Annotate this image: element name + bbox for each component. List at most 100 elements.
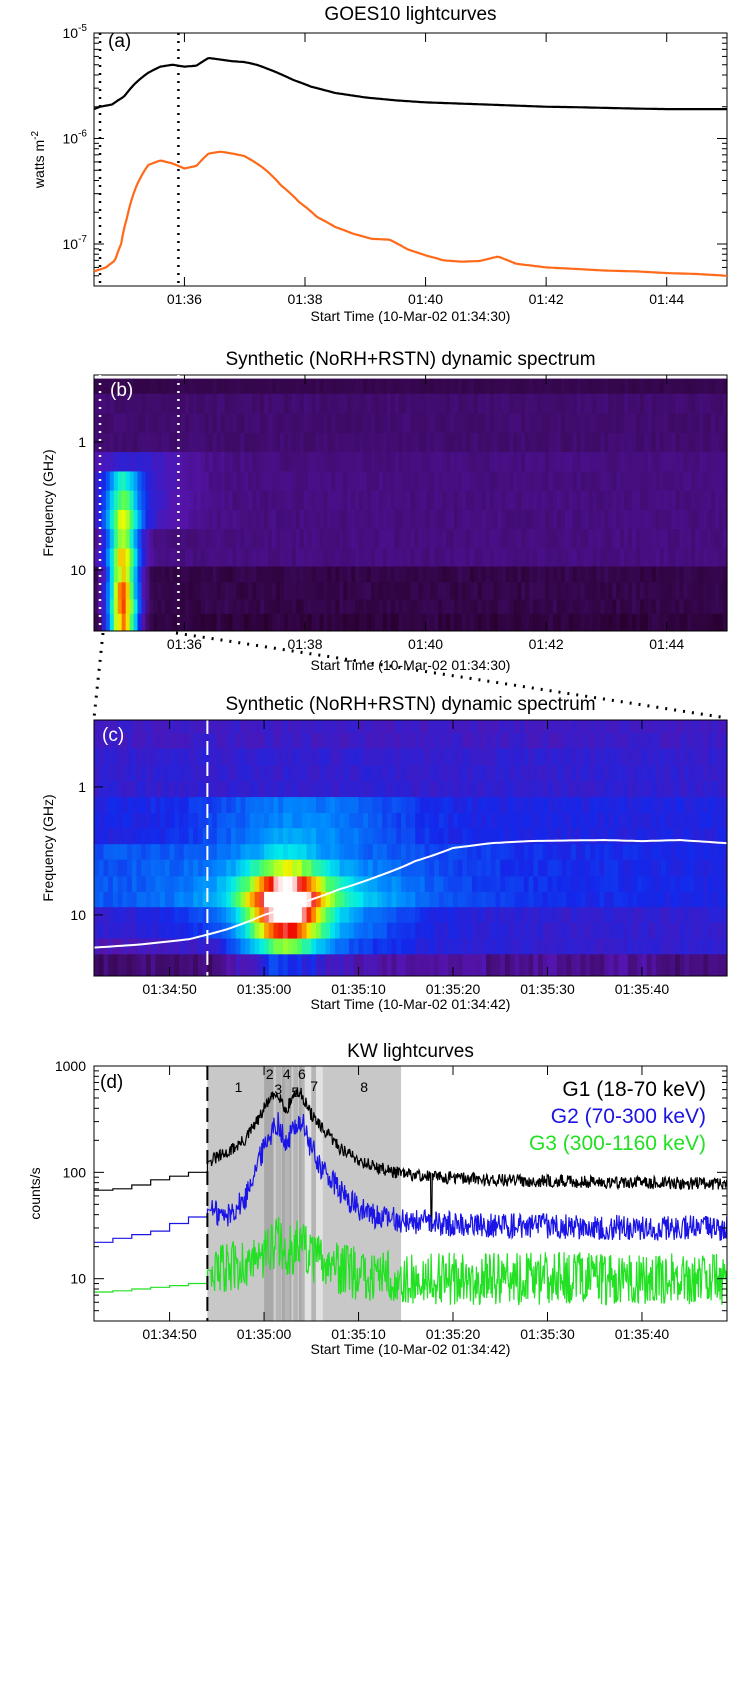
heatmap-cell xyxy=(599,922,605,940)
heatmap-cell xyxy=(164,922,171,940)
heatmap-cell xyxy=(533,781,539,798)
heatmap-cell xyxy=(438,471,443,492)
heatmap-cell xyxy=(382,529,388,549)
heatmap-cell xyxy=(448,797,454,814)
heatmap-cell xyxy=(202,813,208,829)
heatmap-cell xyxy=(689,844,695,861)
heatmap-cell xyxy=(675,378,681,395)
heatmap-cell xyxy=(220,432,226,453)
heatmap-cell xyxy=(129,529,135,549)
heatmap-cell xyxy=(355,393,360,415)
heatmap-cell xyxy=(448,922,454,940)
heatmap-cell xyxy=(410,797,416,814)
heatmap-cell xyxy=(556,378,562,395)
heatmap-cell xyxy=(306,748,312,766)
heatmap-cell xyxy=(675,393,681,415)
heatmap-cell xyxy=(477,613,483,632)
heatmap-cell xyxy=(624,582,629,600)
heatmap-cell xyxy=(232,378,238,395)
heatmap-cell xyxy=(188,828,194,845)
heatmap-cell xyxy=(533,828,539,845)
heatmap-cell xyxy=(311,393,317,415)
heatmap-cell xyxy=(443,781,449,798)
heatmap-cell xyxy=(235,720,242,734)
heatmap-cell xyxy=(249,720,256,734)
heatmap-cell xyxy=(311,471,317,492)
heatmap-cell xyxy=(282,844,289,861)
heatmap-cell xyxy=(659,413,665,434)
heatmap-cell xyxy=(469,582,475,600)
heatmap-cell xyxy=(221,954,227,977)
heatmap-cell xyxy=(221,720,227,734)
heatmap-cell xyxy=(489,490,495,511)
heatmap-cell xyxy=(240,876,246,893)
heatmap-cell xyxy=(136,781,142,798)
heatmap-cell xyxy=(695,413,700,434)
heatmap-cell xyxy=(585,938,591,955)
heatmap-cell xyxy=(184,393,190,415)
heatmap-cell xyxy=(476,828,482,845)
heatmap-cell xyxy=(572,582,578,600)
heatmap-cell xyxy=(641,954,648,977)
heatmap-cell xyxy=(430,413,435,434)
heatmap-cell xyxy=(131,748,138,766)
heatmap-cell xyxy=(245,748,251,766)
heatmap-cell xyxy=(301,891,308,908)
heatmap-cell xyxy=(331,582,336,600)
interval-label: 7 xyxy=(310,1078,318,1094)
heatmap-cell xyxy=(663,509,669,530)
heatmap-cell xyxy=(145,922,152,940)
heatmap-cell xyxy=(509,566,514,583)
x-tick-label: 01:38 xyxy=(287,636,322,652)
heatmap-cell xyxy=(141,938,147,955)
heatmap-cell xyxy=(580,566,586,583)
heatmap-cell xyxy=(161,378,166,395)
heatmap-cell xyxy=(643,413,649,434)
heatmap-cell xyxy=(613,844,619,861)
heatmap-cell xyxy=(244,509,249,530)
heatmap-cell xyxy=(521,452,526,472)
heatmap-cell xyxy=(283,599,289,615)
heatmap-cell xyxy=(632,566,637,583)
heatmap-cell xyxy=(398,548,404,567)
heatmap-cell xyxy=(715,432,720,453)
heatmap-cell xyxy=(386,471,392,492)
heatmap-cell xyxy=(663,599,669,615)
heatmap-cell xyxy=(279,548,285,567)
heatmap-cell xyxy=(542,922,549,940)
heatmap-cell xyxy=(671,432,677,453)
heatmap-cell xyxy=(637,876,643,893)
heatmap-cell xyxy=(169,733,175,749)
heatmap-cell xyxy=(576,599,582,615)
heatmap-cell xyxy=(378,548,384,567)
heatmap-cell xyxy=(613,797,619,814)
heatmap-cell xyxy=(683,548,689,567)
heatmap-cell xyxy=(212,393,218,415)
heatmap-cell xyxy=(552,613,558,632)
heatmap-cell xyxy=(320,813,327,829)
heatmap-cell xyxy=(177,613,182,632)
heatmap-cell xyxy=(632,582,637,600)
heatmap-cell xyxy=(457,907,464,924)
heatmap-cell xyxy=(665,748,671,766)
heatmap-cell xyxy=(125,582,131,600)
heatmap-cell xyxy=(94,720,100,734)
heatmap-cell xyxy=(287,599,293,615)
heatmap-cell xyxy=(590,748,596,766)
heatmap-cell xyxy=(235,876,242,893)
heatmap-cell xyxy=(434,922,440,940)
heatmap-cell xyxy=(220,529,226,549)
heatmap-cell xyxy=(538,720,544,734)
heatmap-cell xyxy=(698,781,704,798)
heatmap-cell xyxy=(438,393,443,415)
heatmap-cell xyxy=(712,954,719,977)
heatmap-cell xyxy=(471,733,478,749)
heatmap-cell xyxy=(101,432,107,453)
heatmap-cell xyxy=(493,529,499,549)
heatmap-cell xyxy=(513,393,518,415)
heatmap-cell xyxy=(299,490,305,511)
heatmap-cell xyxy=(372,876,379,893)
heatmap-cell xyxy=(584,509,590,530)
heatmap-cell xyxy=(295,529,301,549)
heatmap-cell xyxy=(351,413,356,434)
